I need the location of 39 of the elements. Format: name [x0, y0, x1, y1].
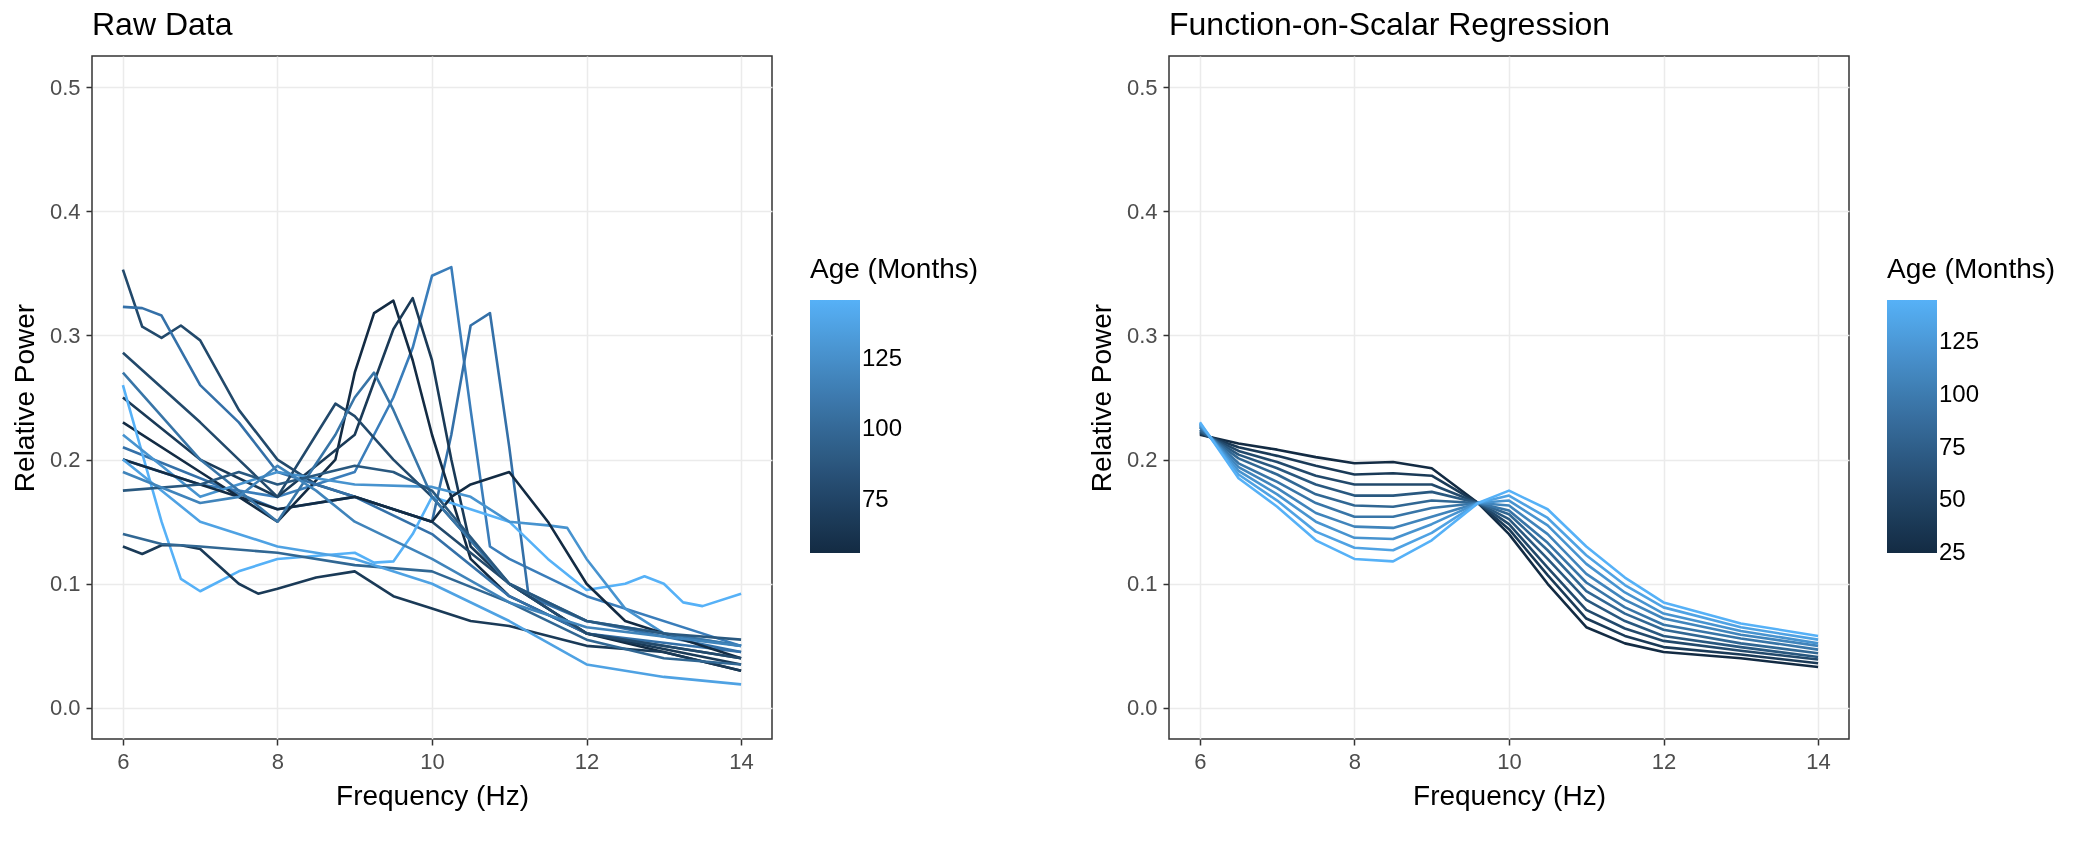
y-tick-label: 0.4 — [49, 198, 81, 224]
x-tick-label: 10 — [420, 748, 445, 774]
chart-title: Function-on-Scalar Regression — [1169, 6, 1611, 42]
x-axis-title: Frequency (Hz) — [336, 779, 529, 811]
y-tick-label: 0.4 — [1126, 198, 1158, 224]
y-tick-label: 0.3 — [1126, 322, 1158, 348]
y-tick-label: 0.1 — [1126, 571, 1158, 597]
chart-title: Raw Data — [92, 6, 233, 42]
y-tick-label: 0.1 — [49, 571, 81, 597]
color-bar-label: 75 — [1939, 432, 1966, 460]
line-series — [121, 383, 743, 608]
color-bar-title: Age (Months) — [1887, 253, 2056, 284]
y-tick-label: 0.3 — [49, 322, 81, 348]
color-bar-label: 75 — [862, 484, 889, 512]
y-axis-title: Relative Power — [1085, 303, 1117, 493]
color-bar-label: 125 — [862, 344, 903, 372]
x-tick-label: 14 — [1806, 748, 1831, 774]
x-tick-label: 12 — [1651, 748, 1677, 774]
y-tick-label: 0.5 — [1126, 74, 1158, 100]
y-tick-label: 0.0 — [1126, 695, 1158, 721]
x-tick-label: 8 — [1348, 748, 1362, 774]
x-tick-label: 12 — [574, 748, 600, 774]
x-tick-label: 14 — [729, 748, 754, 774]
y-tick-label: 0.5 — [49, 74, 81, 100]
y-tick-label: 0.2 — [1126, 447, 1158, 473]
x-tick-label: 8 — [271, 748, 285, 774]
x-tick-label: 10 — [1497, 748, 1522, 774]
color-bar-title: Age (Months) — [810, 253, 979, 284]
y-tick-label: 0.0 — [49, 695, 81, 721]
x-axis-title: Frequency (Hz) — [1413, 779, 1606, 811]
x-tick-label: 6 — [117, 748, 130, 774]
color-bar-label: 50 — [1939, 485, 1966, 513]
y-tick-label: 0.2 — [49, 447, 81, 473]
color-bar-label: 100 — [1939, 379, 1980, 407]
color-bar-label: 125 — [1939, 327, 1980, 355]
x-tick-label: 6 — [1194, 748, 1207, 774]
y-axis-title: Relative Power — [8, 303, 40, 493]
color-bar-label: 100 — [862, 414, 903, 442]
color-bar-label: 25 — [1939, 538, 1966, 565]
